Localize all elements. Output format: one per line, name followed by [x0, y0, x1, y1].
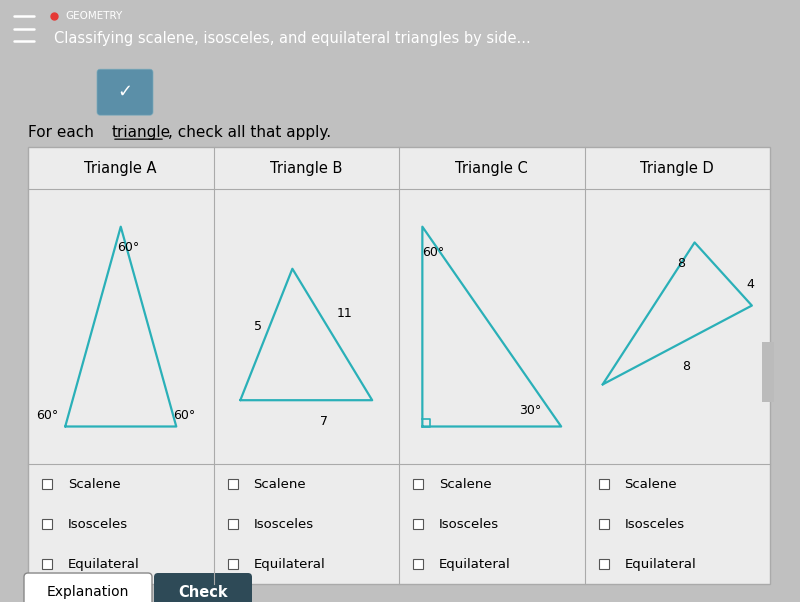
Text: triangle: triangle [112, 125, 171, 140]
Text: 60°: 60° [36, 409, 58, 423]
Text: 60°: 60° [422, 246, 445, 259]
Text: Triangle A: Triangle A [85, 161, 157, 176]
Text: Classifying scalene, isosceles, and equilateral triangles by side...: Classifying scalene, isosceles, and equi… [54, 31, 531, 46]
Text: Check: Check [178, 585, 228, 600]
FancyBboxPatch shape [24, 573, 152, 602]
Bar [762, 342, 774, 402]
Text: ✓: ✓ [118, 83, 133, 101]
Bar [598, 559, 609, 569]
Text: Explanation: Explanation [47, 585, 129, 599]
Bar [227, 519, 238, 529]
Text: Triangle C: Triangle C [455, 161, 528, 176]
Text: Isosceles: Isosceles [625, 518, 685, 530]
Text: Equilateral: Equilateral [254, 557, 326, 571]
FancyBboxPatch shape [97, 69, 153, 115]
Bar [42, 519, 52, 529]
Bar [413, 479, 423, 489]
Text: Scalene: Scalene [439, 477, 492, 491]
Text: Scalene: Scalene [68, 477, 121, 491]
Text: Equilateral: Equilateral [68, 557, 140, 571]
Bar [227, 559, 238, 569]
Text: GEOMETRY: GEOMETRY [66, 11, 123, 21]
Text: For each: For each [28, 125, 98, 140]
Text: Scalene: Scalene [254, 477, 306, 491]
Text: Triangle D: Triangle D [640, 161, 714, 176]
Text: , check all that apply.: , check all that apply. [168, 125, 331, 140]
Text: 5: 5 [254, 320, 262, 333]
Text: Isosceles: Isosceles [68, 518, 128, 530]
Bar [42, 559, 52, 569]
Text: Isosceles: Isosceles [254, 518, 314, 530]
Text: 8: 8 [677, 257, 685, 270]
Bar [227, 479, 238, 489]
Bar [28, 147, 770, 584]
Text: Scalene: Scalene [625, 477, 677, 491]
Text: Triangle B: Triangle B [270, 161, 342, 176]
Bar [42, 479, 52, 489]
Text: Equilateral: Equilateral [625, 557, 696, 571]
Text: 7: 7 [320, 415, 328, 428]
Bar [598, 479, 609, 489]
Text: 30°: 30° [518, 404, 541, 417]
Bar [413, 519, 423, 529]
Bar [413, 559, 423, 569]
Text: 8: 8 [682, 359, 690, 373]
Text: 60°: 60° [118, 241, 139, 254]
Text: 4: 4 [746, 278, 754, 291]
FancyBboxPatch shape [154, 573, 252, 602]
Text: Isosceles: Isosceles [439, 518, 499, 530]
Text: 11: 11 [337, 307, 352, 320]
Bar [598, 519, 609, 529]
Text: Equilateral: Equilateral [439, 557, 510, 571]
Text: 60°: 60° [173, 409, 195, 423]
